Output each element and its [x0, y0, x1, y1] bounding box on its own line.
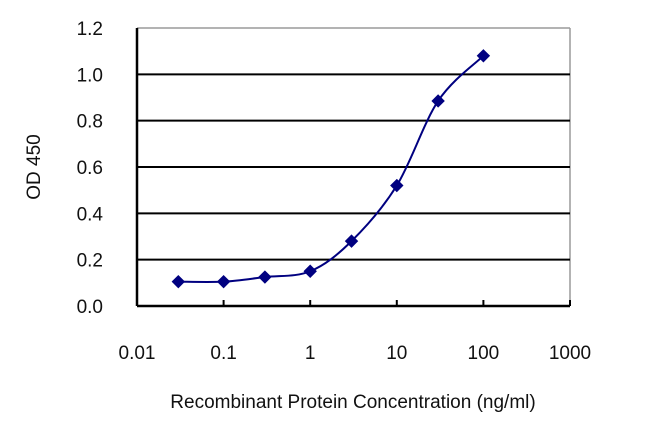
x-tick-label: 100 [468, 343, 500, 364]
data-series [171, 49, 491, 289]
x-tick-label: 1000 [549, 343, 591, 364]
axes [135, 28, 570, 308]
y-axis-title: OD 450 [24, 134, 45, 199]
y-tick-label: 0.6 [77, 158, 103, 179]
data-point-diamond [344, 234, 359, 248]
data-point-diamond [216, 274, 231, 289]
y-tick-label: 0.4 [77, 204, 104, 225]
x-axis-title: Recombinant Protein Concentration (ng/ml… [170, 392, 535, 413]
data-point-diamond [171, 274, 186, 289]
gridlines [137, 73, 570, 261]
y-tick-label: 0.2 [77, 251, 103, 272]
x-tick-label: 0.1 [210, 343, 236, 364]
x-axis-ticks: 0.01 0.1 1 10 100 1000 [119, 300, 591, 364]
x-tick-label: 1 [305, 343, 316, 364]
y-tick-label: 1.2 [77, 19, 103, 40]
y-tick-label: 1.0 [77, 65, 103, 86]
data-point-diamond [303, 264, 317, 278]
data-point-diamond [390, 178, 404, 193]
x-tick-label: 10 [386, 343, 407, 364]
x-tick-label: 0.01 [119, 343, 156, 364]
y-axis-ticks: 0.0 0.2 0.4 0.6 0.8 1.0 1.2 [77, 19, 104, 318]
data-point-diamond [476, 49, 491, 63]
data-point-diamond [258, 270, 272, 284]
y-tick-label: 0.0 [77, 297, 103, 318]
data-point-diamond [431, 94, 445, 108]
y-tick-label: 0.8 [77, 112, 103, 133]
